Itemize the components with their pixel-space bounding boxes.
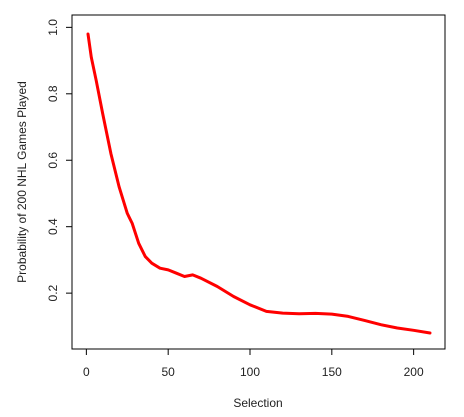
x-tick-label: 0 xyxy=(83,365,90,379)
x-axis: 0 50 100 150 200 xyxy=(83,349,424,379)
y-tick-label: 0.2 xyxy=(46,284,60,301)
series-line xyxy=(86,32,432,335)
y-tick-label: 0.4 xyxy=(46,218,60,235)
x-tick-label: 100 xyxy=(240,365,260,379)
x-tick-label: 50 xyxy=(162,365,176,379)
y-tick-label: 0.8 xyxy=(46,85,60,102)
y-tick-label: 0.6 xyxy=(46,152,60,169)
y-tick-label: 1.0 xyxy=(46,19,60,36)
x-tick-label: 150 xyxy=(322,365,342,379)
x-axis-title: Selection xyxy=(233,396,282,410)
y-axis: 0.2 0.4 0.6 0.8 1.0 xyxy=(46,19,72,301)
y-axis-title: Probability of 200 NHL Games Played xyxy=(15,81,29,283)
x-tick-label: 200 xyxy=(404,365,424,379)
plot-frame xyxy=(71,14,446,350)
